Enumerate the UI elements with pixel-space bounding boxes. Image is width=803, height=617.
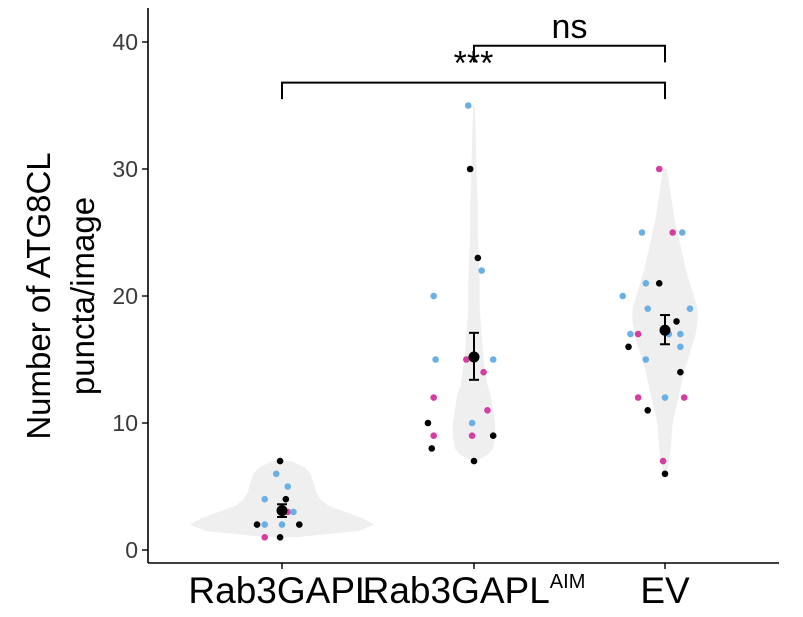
y-tick-label: 40 [112, 29, 138, 55]
mean-point [659, 324, 671, 336]
data-point [284, 483, 292, 490]
data-point [677, 330, 684, 338]
data-point [661, 470, 669, 478]
data-point [478, 267, 485, 274]
y-axis-label-line2: puncta/image [64, 197, 101, 395]
points-layer [253, 102, 694, 541]
x-category-label: EV [640, 570, 690, 611]
significance-layer: ***ns [281, 8, 666, 100]
data-point [619, 292, 627, 300]
data-point [669, 229, 676, 236]
data-point [680, 394, 688, 401]
data-point [464, 102, 472, 109]
data-point [466, 165, 474, 173]
data-point [489, 432, 497, 440]
data-point [659, 457, 667, 465]
data-point [634, 330, 642, 338]
data-point [474, 254, 482, 262]
data-point [655, 280, 663, 287]
data-point [278, 521, 286, 528]
data-point [634, 394, 642, 401]
data-point [290, 508, 297, 516]
data-point [428, 445, 436, 452]
data-point [463, 356, 470, 363]
data-point [272, 470, 280, 478]
data-point [480, 368, 487, 376]
data-point [642, 356, 650, 363]
data-point [468, 432, 476, 440]
data-point [468, 419, 476, 427]
data-point [644, 407, 652, 414]
data-point [276, 457, 284, 465]
significance-bracket [473, 44, 666, 63]
data-point [677, 343, 684, 351]
means-layer [276, 314, 671, 518]
data-point [642, 280, 650, 287]
data-point [276, 534, 284, 541]
violin-0 [189, 461, 375, 538]
data-point [644, 305, 652, 313]
data-point [261, 521, 269, 528]
data-point [489, 356, 497, 363]
y-axis-label-line1: Number of ATG8CL [20, 152, 57, 439]
y-ticks-layer: 0 10 20 30 40 [112, 29, 148, 563]
violins-layer [189, 105, 698, 538]
x-category-label: Rab3GAPL [188, 570, 375, 611]
data-point [686, 305, 694, 313]
data-point [424, 419, 432, 427]
y-tick-label: 0 [125, 537, 138, 563]
mean-point [468, 351, 480, 363]
data-point [661, 394, 669, 401]
data-point [253, 521, 261, 528]
y-tick-label: 30 [112, 156, 138, 182]
y-tick-label: 10 [112, 410, 138, 436]
mean-point [276, 505, 288, 517]
significance-bracket [281, 81, 666, 100]
data-point [430, 432, 437, 440]
data-point [678, 229, 686, 236]
x-category-label: Rab3GAPLAIM [363, 570, 586, 611]
data-point [282, 495, 290, 503]
data-point [655, 165, 663, 173]
data-point [484, 407, 491, 414]
data-point [430, 394, 437, 401]
data-point [295, 521, 303, 528]
data-point [470, 457, 478, 465]
data-point [625, 343, 632, 351]
data-point [261, 495, 269, 503]
significance-label: ns [552, 8, 588, 46]
axes-layer [147, 8, 779, 564]
y-tick-label: 20 [112, 283, 138, 309]
data-point [627, 330, 634, 338]
data-point [261, 534, 269, 541]
data-point [432, 356, 439, 363]
data-point [673, 318, 680, 325]
data-point [677, 368, 684, 376]
data-point [430, 292, 437, 300]
data-point [638, 229, 646, 236]
